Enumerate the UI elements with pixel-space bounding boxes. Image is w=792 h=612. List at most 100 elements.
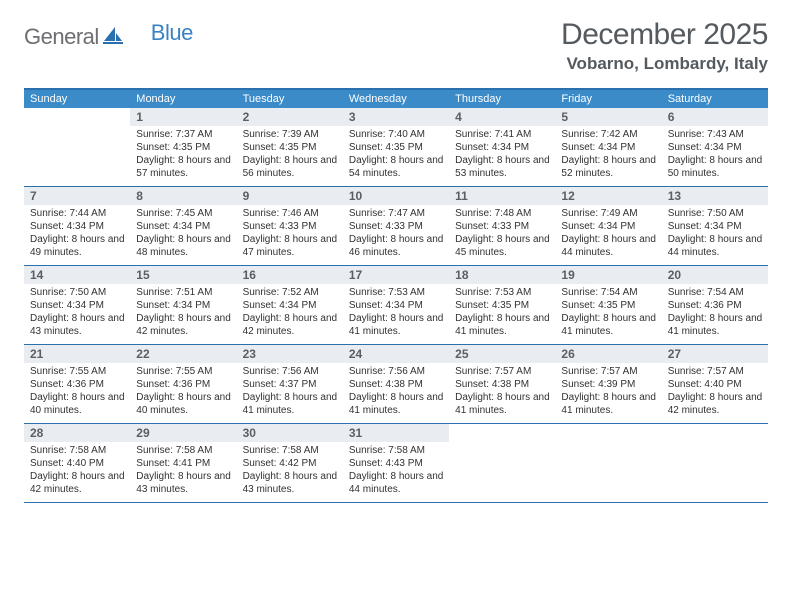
day-info: Sunrise: 7:55 AMSunset: 4:36 PMDaylight:… (130, 363, 236, 421)
weekday-header: Saturday (662, 90, 768, 108)
sunset-text: Sunset: 4:36 PM (136, 378, 232, 391)
sunrise-text: Sunrise: 7:50 AM (30, 286, 126, 299)
day-number: 16 (237, 266, 343, 284)
day-number: 19 (555, 266, 661, 284)
daylight-text: Daylight: 8 hours and 45 minutes. (455, 233, 551, 259)
sunrise-text: Sunrise: 7:56 AM (349, 365, 445, 378)
sunrise-text: Sunrise: 7:46 AM (243, 207, 339, 220)
sunrise-text: Sunrise: 7:53 AM (349, 286, 445, 299)
week-row: 21Sunrise: 7:55 AMSunset: 4:36 PMDayligh… (24, 345, 768, 424)
day-number: 21 (24, 345, 130, 363)
sunrise-text: Sunrise: 7:54 AM (668, 286, 764, 299)
day-cell: 10Sunrise: 7:47 AMSunset: 4:33 PMDayligh… (343, 187, 449, 265)
day-cell: 19 Sunrise: 7:54 AMSunset: 4:35 PMDayligh… (555, 266, 661, 344)
day-info: Sunrise: 7:58 AMSunset: 4:43 PMDaylight:… (343, 442, 449, 500)
day-number: 31 (343, 424, 449, 442)
day-cell: 7Sunrise: 7:44 AMSunset: 4:34 PMDaylight… (24, 187, 130, 265)
day-info: Sunrise: 7:50 AMSunset: 4:34 PMDaylight:… (24, 284, 130, 342)
calendar-grid: Sunday Monday Tuesday Wednesday Thursday… (24, 88, 768, 503)
sunset-text: Sunset: 4:34 PM (561, 141, 657, 154)
sunset-text: Sunset: 4:33 PM (349, 220, 445, 233)
sunrise-text: Sunrise: 7:56 AM (243, 365, 339, 378)
sunset-text: Sunset: 4:38 PM (349, 378, 445, 391)
sunset-text: Sunset: 4:34 PM (455, 141, 551, 154)
sunrise-text: Sunrise: 7:57 AM (455, 365, 551, 378)
week-row: 1Sunrise: 7:37 AMSunset: 4:35 PMDaylight… (24, 108, 768, 187)
sunset-text: Sunset: 4:35 PM (561, 299, 657, 312)
day-cell (662, 424, 768, 502)
weekday-header-row: Sunday Monday Tuesday Wednesday Thursday… (24, 90, 768, 108)
sunset-text: Sunset: 4:36 PM (668, 299, 764, 312)
week-row: 7Sunrise: 7:44 AMSunset: 4:34 PMDaylight… (24, 187, 768, 266)
day-number: 14 (24, 266, 130, 284)
day-info: Sunrise: 7:55 AMSunset: 4:36 PMDaylight:… (24, 363, 130, 421)
sunset-text: Sunset: 4:40 PM (30, 457, 126, 470)
day-cell: 18Sunrise: 7:53 AMSunset: 4:35 PMDayligh… (449, 266, 555, 344)
day-cell: 21Sunrise: 7:55 AMSunset: 4:36 PMDayligh… (24, 345, 130, 423)
sunset-text: Sunset: 4:33 PM (455, 220, 551, 233)
sunset-text: Sunset: 4:34 PM (243, 299, 339, 312)
sunrise-text: Sunrise: 7:37 AM (136, 128, 232, 141)
daylight-text: Daylight: 8 hours and 43 minutes. (136, 470, 232, 496)
sunrise-text: Sunrise: 7:49 AM (561, 207, 657, 220)
day-cell: 16Sunrise: 7:52 AMSunset: 4:34 PMDayligh… (237, 266, 343, 344)
day-number: 12 (555, 187, 661, 205)
day-cell: 15Sunrise: 7:51 AMSunset: 4:34 PMDayligh… (130, 266, 236, 344)
daylight-text: Daylight: 8 hours and 49 minutes. (30, 233, 126, 259)
day-info: Sunrise: 7:47 AMSunset: 4:33 PMDaylight:… (343, 205, 449, 263)
sunset-text: Sunset: 4:42 PM (243, 457, 339, 470)
weekday-header: Wednesday (343, 90, 449, 108)
day-info: Sunrise: 7:42 AMSunset: 4:34 PMDaylight:… (555, 126, 661, 184)
weekday-header: Tuesday (237, 90, 343, 108)
daylight-text: Daylight: 8 hours and 43 minutes. (243, 470, 339, 496)
daylight-text: Daylight: 8 hours and 47 minutes. (243, 233, 339, 259)
week-row: 28 Sunrise: 7:58 AMSunset: 4:40 PM Dayligh… (24, 424, 768, 503)
daylight-text: Daylight: 8 hours and 48 minutes. (136, 233, 232, 259)
sunset-text: Sunset: 4:41 PM (136, 457, 232, 470)
sunset-text: Sunset: 4:34 PM (136, 220, 232, 233)
day-number: 3 (343, 108, 449, 126)
day-number: 28 (24, 424, 130, 442)
sunrise-text: Sunrise: 7:43 AM (668, 128, 764, 141)
sunrise-text: Sunrise: 7:58 AM (30, 444, 126, 457)
sunrise-text: Sunrise: 7:54 AM (561, 286, 657, 299)
day-info: Sunrise: 7:40 AMSunset: 4:35 PMDaylight:… (343, 126, 449, 184)
logo-text-general: General (24, 24, 99, 50)
sunrise-text: Sunrise: 7:55 AM (30, 365, 126, 378)
day-info: Sunrise: 7:57 AMSunset: 4:40 PMDaylight:… (662, 363, 768, 421)
day-info: Sunrise: 7:57 AMSunset: 4:38 PMDaylight:… (449, 363, 555, 421)
day-cell (24, 108, 130, 186)
day-number: 6 (662, 108, 768, 126)
day-number: 8 (130, 187, 236, 205)
daylight-text: Daylight: 8 hours and 53 minutes. (455, 154, 551, 180)
day-cell: 25Sunrise: 7:57 AMSunset: 4:38 PMDayligh… (449, 345, 555, 423)
daylight-text: Daylight: 8 hours and 41 minutes. (243, 391, 339, 417)
sunrise-text: Sunrise: 7:53 AM (455, 286, 551, 299)
day-number: 27 (662, 345, 768, 363)
day-cell: 13Sunrise: 7:50 AMSunset: 4:34 PMDayligh… (662, 187, 768, 265)
day-cell: 23Sunrise: 7:56 AMSunset: 4:37 PMDayligh… (237, 345, 343, 423)
daylight-text: Daylight: 8 hours and 41 minutes. (561, 391, 657, 417)
day-cell: 24Sunrise: 7:56 AMSunset: 4:38 PMDayligh… (343, 345, 449, 423)
daylight-text: Daylight: 8 hours and 41 minutes. (349, 391, 445, 417)
day-info: Sunrise: 7:49 AMSunset: 4:34 PMDaylight:… (555, 205, 661, 263)
day-cell: 26Sunrise: 7:57 AMSunset: 4:39 PMDayligh… (555, 345, 661, 423)
day-info: Sunrise: 7:51 AMSunset: 4:34 PMDaylight:… (130, 284, 236, 342)
day-number: 11 (449, 187, 555, 205)
day-info: Sunrise: 7:37 AMSunset: 4:35 PMDaylight:… (130, 126, 236, 184)
sunrise-text: Sunrise: 7:40 AM (349, 128, 445, 141)
sunset-text: Sunset: 4:39 PM (561, 378, 657, 391)
day-cell: 12Sunrise: 7:49 AMSunset: 4:34 PMDayligh… (555, 187, 661, 265)
daylight-text: Daylight: 8 hours and 52 minutes. (561, 154, 657, 180)
sunset-text: Sunset: 4:34 PM (136, 299, 232, 312)
daylight-text: Daylight: 8 hours and 41 minutes. (561, 312, 657, 338)
day-cell (449, 424, 555, 502)
day-number: 2 (237, 108, 343, 126)
day-cell: 30Sunrise: 7:58 AMSunset: 4:42 PMDayligh… (237, 424, 343, 502)
logo-sail-icon (103, 26, 123, 49)
weekday-header: Monday (130, 90, 236, 108)
day-info: Sunrise: 7:41 AMSunset: 4:34 PMDaylight:… (449, 126, 555, 184)
logo: General Blue (24, 24, 193, 50)
sunset-text: Sunset: 4:34 PM (30, 299, 126, 312)
daylight-text: Daylight: 8 hours and 50 minutes. (668, 154, 764, 180)
